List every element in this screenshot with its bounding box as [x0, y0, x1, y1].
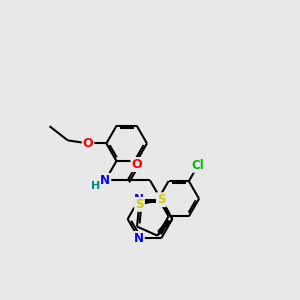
- Text: N: N: [100, 174, 110, 187]
- Text: Cl: Cl: [192, 159, 204, 172]
- Text: S: S: [157, 193, 165, 206]
- Text: N: N: [134, 193, 144, 206]
- Text: O: O: [131, 158, 142, 171]
- Text: H: H: [91, 182, 100, 191]
- Text: N: N: [134, 232, 144, 245]
- Text: S: S: [135, 198, 144, 211]
- Text: O: O: [83, 137, 93, 150]
